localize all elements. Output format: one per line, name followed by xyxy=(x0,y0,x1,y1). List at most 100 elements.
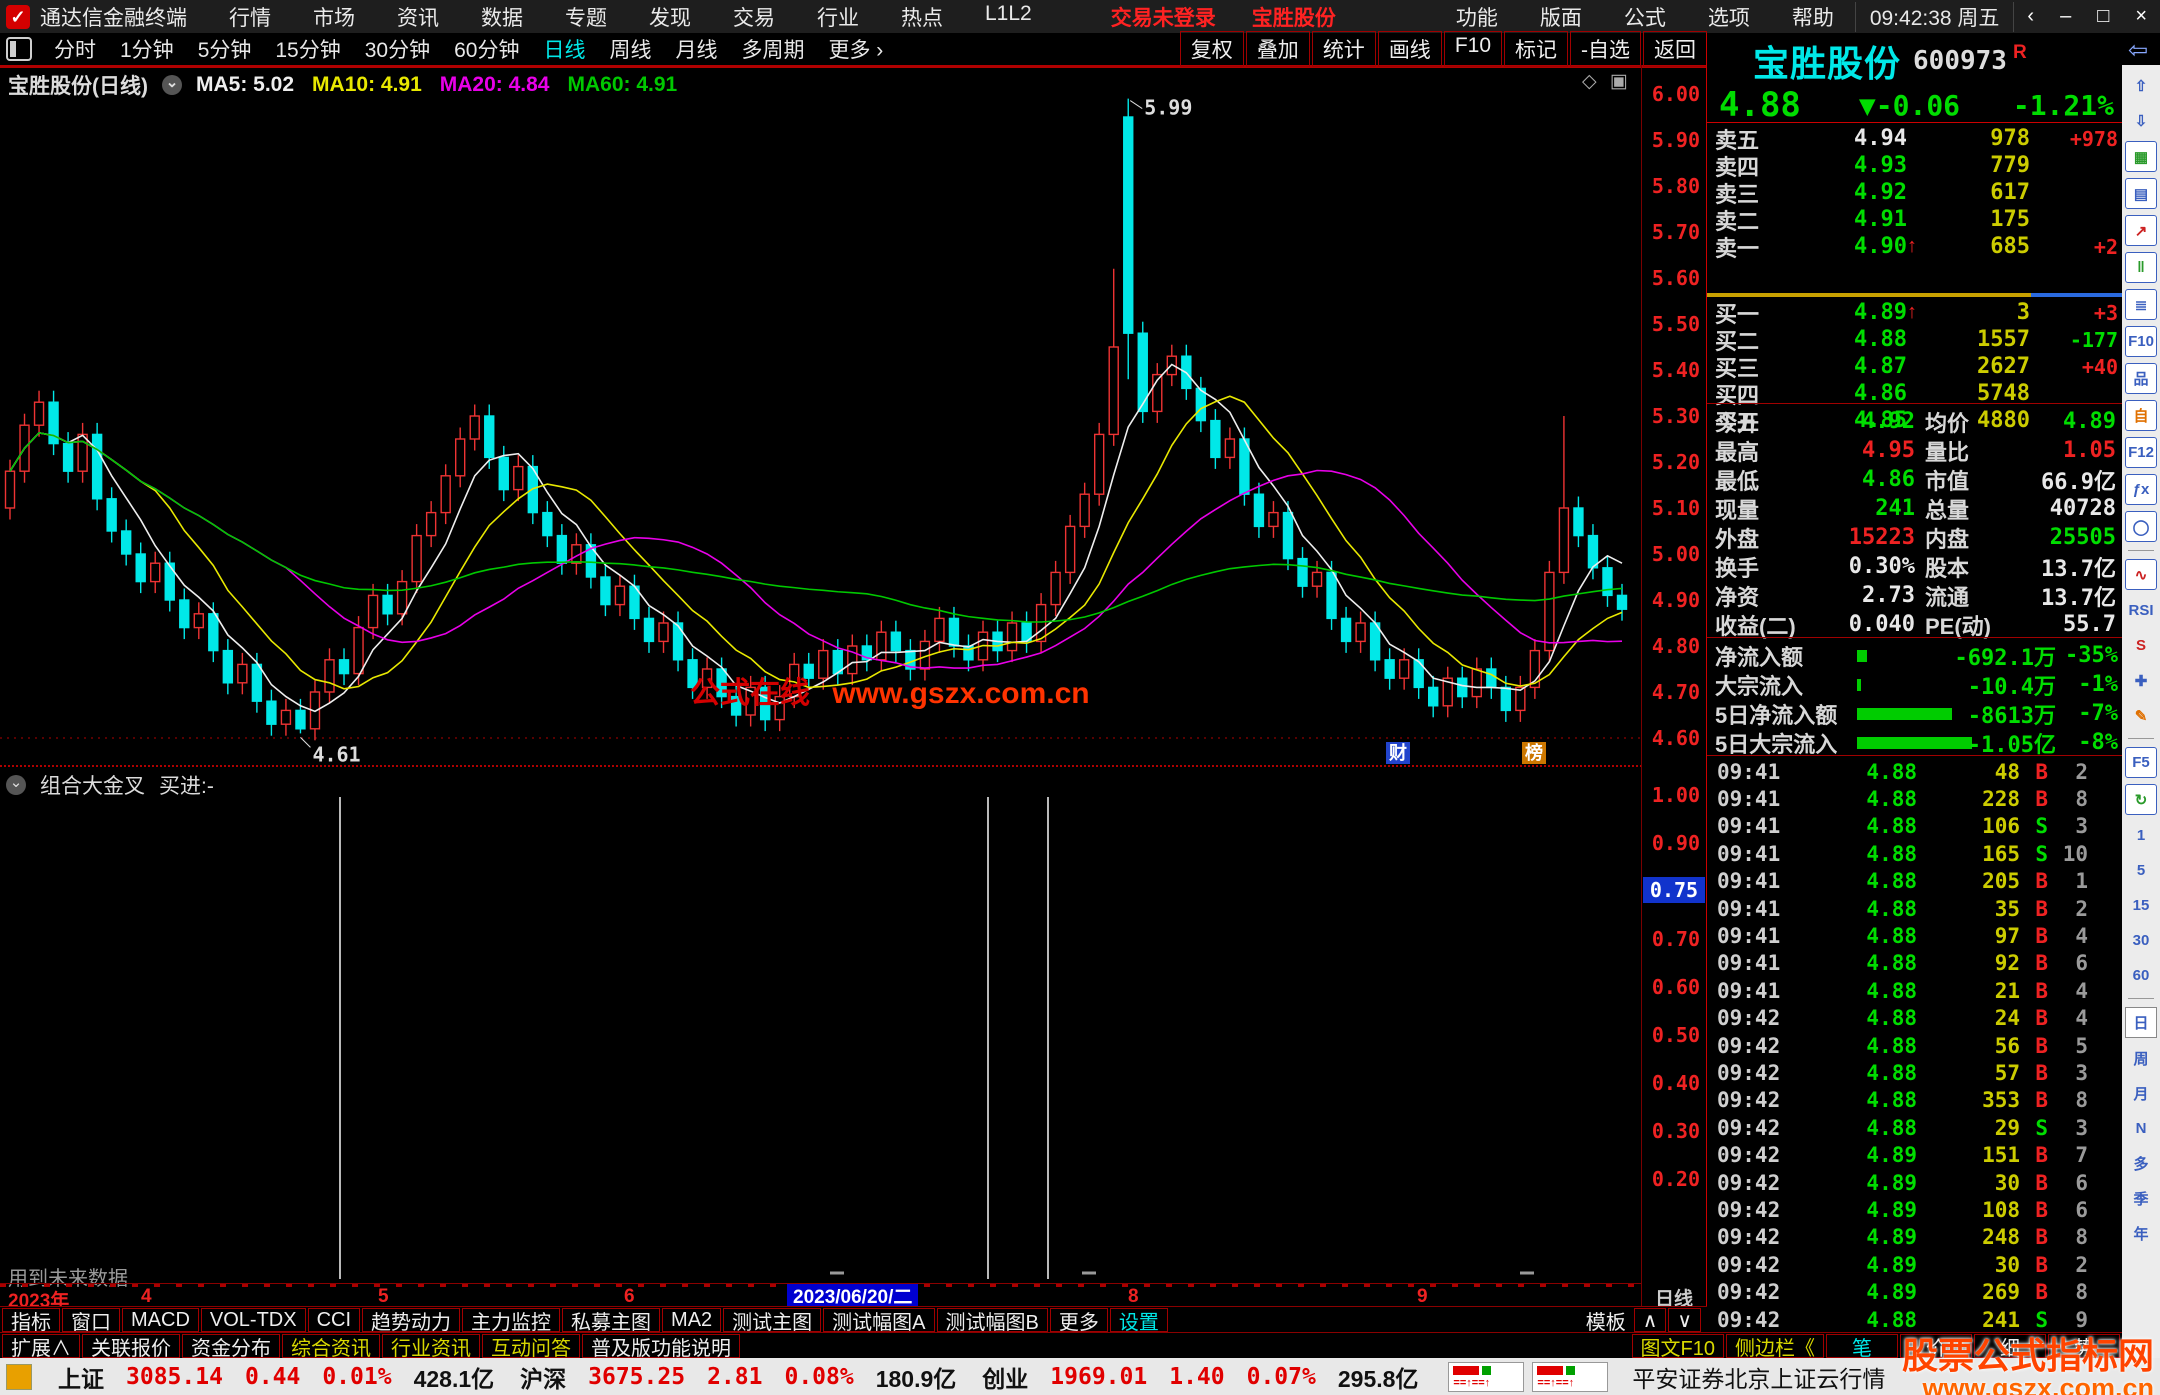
tick-row[interactable]: 09:41 4.88 97 B 4 xyxy=(1717,923,2088,948)
menu-item-交易[interactable]: 交易 xyxy=(733,6,775,30)
period-月线[interactable]: 月线 xyxy=(675,39,718,62)
chart-badge-财[interactable]: 财 xyxy=(1386,742,1410,764)
s-icon[interactable]: S xyxy=(2135,637,2146,654)
tab-势[interactable]: 势 xyxy=(2048,1334,2120,1360)
toolbtn--自选[interactable]: -自选 xyxy=(1570,31,1641,67)
menu-item-L1L2[interactable]: L1L2 xyxy=(985,1,1032,25)
wave-icon[interactable]: ∿ xyxy=(2125,559,2157,590)
menu-item-功能[interactable]: 功能 xyxy=(1455,6,1498,30)
rsi-icon[interactable]: RSI xyxy=(2128,602,2154,619)
tab-综合资讯[interactable]: 综合资讯 xyxy=(282,1334,380,1360)
tab-普及版功能说明[interactable]: 普及版功能说明 xyxy=(582,1334,740,1360)
tab-扩展∧[interactable]: 扩展∧ xyxy=(2,1334,80,1360)
sell-level-row[interactable]: 卖一 4.90 ↑ 685 +2 xyxy=(1707,233,2122,261)
buy-level-row[interactable]: 买二 4.88 1557 -177 xyxy=(1707,326,2122,354)
toolbtn-返回[interactable]: 返回 xyxy=(1643,31,1707,67)
menu-item-帮助[interactable]: 帮助 xyxy=(1791,6,1834,30)
trade-login-status[interactable]: 交易未登录 xyxy=(1110,6,1216,30)
tick-row[interactable]: 09:42 4.88 24 B 4 xyxy=(1717,1006,2088,1031)
window-close-icon[interactable]: × xyxy=(2135,5,2147,27)
period-multi[interactable]: 多 xyxy=(2133,1156,2149,1173)
tab-互动问答[interactable]: 互动问答 xyxy=(482,1334,580,1360)
tab-侧边栏《[interactable]: 侧边栏《 xyxy=(1726,1334,1824,1360)
app-logo-icon[interactable]: ✓ xyxy=(6,4,30,29)
tab-关联报价[interactable]: 关联报价 xyxy=(82,1334,180,1360)
sell-level-row[interactable]: 卖三 4.92 617 xyxy=(1707,179,2122,207)
tab-细[interactable]: 细 xyxy=(1974,1334,2046,1360)
market-status-icon[interactable] xyxy=(6,1363,32,1390)
tab-私募主图[interactable]: 私募主图 xyxy=(562,1308,661,1334)
tick-row[interactable]: 09:41 4.88 48 B 2 xyxy=(1717,759,2088,784)
f5-icon[interactable]: F5 xyxy=(2125,747,2157,778)
period-30[interactable]: 30 xyxy=(2132,932,2150,949)
period-更多 ›[interactable]: 更多 › xyxy=(828,39,884,62)
period-60分钟[interactable]: 60分钟 xyxy=(454,39,520,62)
tab-MACD[interactable]: MACD xyxy=(122,1308,199,1332)
tab-窗口[interactable]: 窗口 xyxy=(62,1308,120,1334)
quote-board-icon[interactable]: ▦ xyxy=(2125,141,2157,172)
tab-MA2[interactable]: MA2 xyxy=(662,1308,722,1332)
layout-toggle-icon[interactable] xyxy=(6,37,32,61)
tab-价[interactable]: 价 xyxy=(1900,1334,1972,1360)
toolbtn-复权[interactable]: 复权 xyxy=(1179,31,1244,67)
period-1[interactable]: 1 xyxy=(2136,827,2146,844)
collapse-chevron-icon[interactable]: ⌄ xyxy=(162,75,182,95)
menu-item-市场[interactable]: 市场 xyxy=(313,6,355,30)
fx-icon[interactable]: ƒx xyxy=(2125,474,2157,505)
period-15分钟[interactable]: 15分钟 xyxy=(275,39,341,62)
tick-row[interactable]: 09:42 4.89 151 B 7 xyxy=(1717,1143,2088,1168)
toolbtn-标记[interactable]: 标记 xyxy=(1504,31,1568,67)
tick-row[interactable]: 09:42 4.89 108 B 6 xyxy=(1717,1197,2088,1222)
tab-VOL-TDX[interactable]: VOL-TDX xyxy=(200,1308,306,1332)
indicator-chevron-icon[interactable]: ⌄ xyxy=(6,775,26,795)
tab-指标[interactable]: 指标 xyxy=(2,1308,60,1334)
refresh-icon[interactable]: ↻ xyxy=(2125,784,2157,815)
buy-level-row[interactable]: 买三 4.87 2627 +40 xyxy=(1707,353,2122,381)
page-down-icon[interactable]: ⇩ xyxy=(2134,112,2148,130)
chart-badge-榜[interactable]: 榜 xyxy=(1522,742,1546,764)
tick-row[interactable]: 09:41 4.88 165 S 10 xyxy=(1717,841,2088,866)
move-icon[interactable]: ✚ xyxy=(2134,672,2148,690)
current-stock-alert[interactable]: 宝胜股份 xyxy=(1251,6,1336,30)
period-5分钟[interactable]: 5分钟 xyxy=(197,39,252,62)
tab-测试主图[interactable]: 测试主图 xyxy=(723,1308,822,1334)
period-1分钟[interactable]: 1分钟 xyxy=(120,39,174,62)
menu-item-公式[interactable]: 公式 xyxy=(1623,6,1666,30)
tab-CCI[interactable]: CCI xyxy=(307,1308,361,1332)
tab-设置[interactable]: 设置 xyxy=(1109,1308,1168,1334)
sell-level-row[interactable]: 卖五 4.94 978 +978 xyxy=(1707,125,2122,153)
toolbtn-叠加[interactable]: 叠加 xyxy=(1245,31,1310,67)
kline-icon[interactable]: ‖ xyxy=(2125,252,2157,283)
tick-row[interactable]: 09:41 4.88 21 B 4 xyxy=(1717,978,2088,1003)
tab-笔[interactable]: 笔 xyxy=(1826,1334,1898,1360)
tick-row[interactable]: 09:42 4.89 30 B 2 xyxy=(1717,1252,2088,1277)
news-icon[interactable]: ≣ xyxy=(2125,289,2157,320)
window-back-icon[interactable]: ‹ xyxy=(2027,5,2035,27)
tick-row[interactable]: 09:41 4.88 228 B 8 xyxy=(1717,786,2088,811)
toolbtn-F10[interactable]: F10 xyxy=(1443,31,1502,67)
period-30分钟[interactable]: 30分钟 xyxy=(364,39,431,62)
tick-row[interactable]: 09:42 4.88 29 S 3 xyxy=(1717,1115,2088,1140)
menu-item-发现[interactable]: 发现 xyxy=(649,6,691,30)
window-restore-icon[interactable]: □ xyxy=(2097,5,2110,27)
menu-item-选项[interactable]: 选项 xyxy=(1707,6,1750,30)
pencil-icon[interactable]: ✎ xyxy=(2134,707,2148,725)
zixuan-icon[interactable]: 自 xyxy=(2125,400,2157,431)
tab-主力监控[interactable]: 主力监控 xyxy=(462,1308,561,1334)
tick-row[interactable]: 09:41 4.88 205 B 1 xyxy=(1717,869,2088,894)
period-n[interactable]: N xyxy=(2135,1120,2147,1137)
period-quarter[interactable]: 季 xyxy=(2133,1191,2149,1208)
trend-icon[interactable]: ↗ xyxy=(2125,215,2157,246)
tab-测试幅图B[interactable]: 测试幅图B xyxy=(936,1308,1048,1334)
tick-row[interactable]: 09:41 4.88 106 S 3 xyxy=(1717,814,2088,839)
tick-row[interactable]: 09:42 4.88 56 B 5 xyxy=(1717,1033,2088,1058)
page-up-icon[interactable]: ⇧ xyxy=(2134,77,2148,95)
period-多周期[interactable]: 多周期 xyxy=(741,39,805,62)
period-month[interactable]: 月 xyxy=(2133,1086,2149,1103)
index-quote-创业[interactable]: 创业 1969.01 1.40 0.07% 295.8亿 xyxy=(982,1360,1418,1394)
tick-row[interactable]: 09:42 4.88 241 S 9 xyxy=(1717,1307,2088,1332)
grid-icon[interactable]: ▤ xyxy=(2125,178,2157,209)
back-arrow-icon[interactable]: ⇦ xyxy=(2128,37,2149,64)
tick-row[interactable]: 09:41 4.88 35 B 2 xyxy=(1717,896,2088,921)
index-quote-上证[interactable]: 上证 3085.14 0.44 0.01% 428.1亿 xyxy=(58,1360,494,1394)
